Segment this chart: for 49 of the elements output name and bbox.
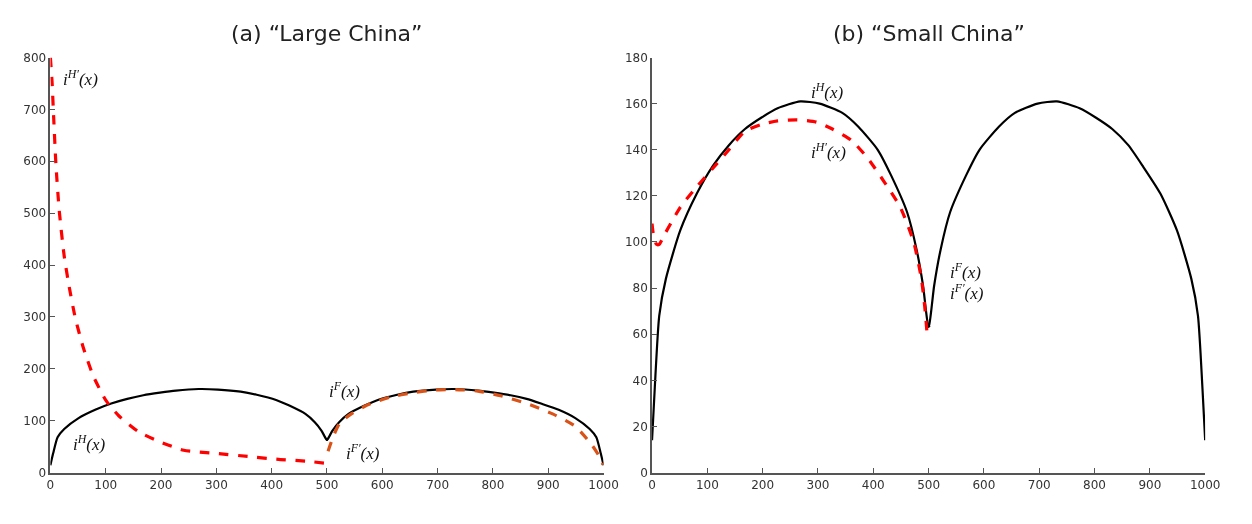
x-tick-label: 700 bbox=[426, 477, 450, 492]
x-tick-label: 900 bbox=[1138, 477, 1162, 492]
x-tick-label: 900 bbox=[536, 477, 560, 492]
x-tick-label: 700 bbox=[1027, 477, 1051, 492]
x-tick-label: 1000 bbox=[588, 477, 619, 492]
y-tick-label: 100 bbox=[624, 235, 648, 250]
y-tick-label: 600 bbox=[23, 154, 47, 169]
x-tick-label: 100 bbox=[94, 477, 118, 492]
x-tick-label: 300 bbox=[806, 477, 830, 492]
x-tick-label: 400 bbox=[861, 477, 885, 492]
x-tick-label: 1000 bbox=[1189, 477, 1221, 492]
y-tick-label: 200 bbox=[23, 361, 47, 376]
x-tick-label: 500 bbox=[917, 477, 941, 492]
annotation: i$^{F}$(x) bbox=[950, 260, 982, 283]
y-tick-label: 400 bbox=[23, 258, 47, 273]
annotation: i$^{F′}$(x) bbox=[346, 441, 380, 464]
annotation: i$^{H}$(x) bbox=[811, 80, 844, 103]
annotation: i$^{H′}$(x) bbox=[811, 140, 847, 163]
y-tick-label: 180 bbox=[624, 50, 648, 65]
chart-title: (b) “Small China” bbox=[833, 21, 1025, 46]
y-tick-label: 0 bbox=[38, 465, 47, 480]
x-tick-label: 100 bbox=[695, 477, 719, 492]
y-tick-label: 140 bbox=[624, 142, 648, 157]
y-tick-label: 0 bbox=[640, 465, 648, 480]
y-tick-label: 700 bbox=[23, 102, 47, 117]
x-tick-label: 600 bbox=[972, 477, 996, 492]
annotation: i$^{H′}$(x) bbox=[63, 67, 99, 90]
y-tick-label: 100 bbox=[23, 413, 47, 428]
annotation: i$^{F}$(x) bbox=[329, 379, 361, 402]
x-tick-label: 400 bbox=[260, 477, 284, 492]
x-tick-label: 800 bbox=[481, 477, 505, 492]
y-tick-label: 500 bbox=[23, 206, 47, 221]
x-tick-label: 200 bbox=[751, 477, 775, 492]
y-tick-label: 60 bbox=[632, 327, 648, 342]
x-tick-label: 200 bbox=[149, 477, 173, 492]
x-tick-label: 600 bbox=[370, 477, 394, 492]
y-tick-label: 800 bbox=[23, 50, 47, 65]
y-tick-label: 300 bbox=[23, 310, 47, 325]
x-tick-label: 800 bbox=[1083, 477, 1106, 492]
annotation: i$^{H}$(x) bbox=[73, 432, 106, 455]
y-tick-label: 20 bbox=[632, 419, 648, 434]
y-tick-label: 80 bbox=[632, 281, 648, 296]
x-tick-label: 300 bbox=[204, 477, 228, 492]
x-tick-label: 500 bbox=[315, 477, 339, 492]
y-tick-label: 120 bbox=[624, 189, 648, 204]
chart-title: (a) “Large China” bbox=[231, 21, 423, 46]
annotation: i$^{F′}$(x) bbox=[950, 281, 984, 304]
y-tick-label: 40 bbox=[632, 373, 648, 388]
y-tick-label: 160 bbox=[624, 96, 648, 111]
